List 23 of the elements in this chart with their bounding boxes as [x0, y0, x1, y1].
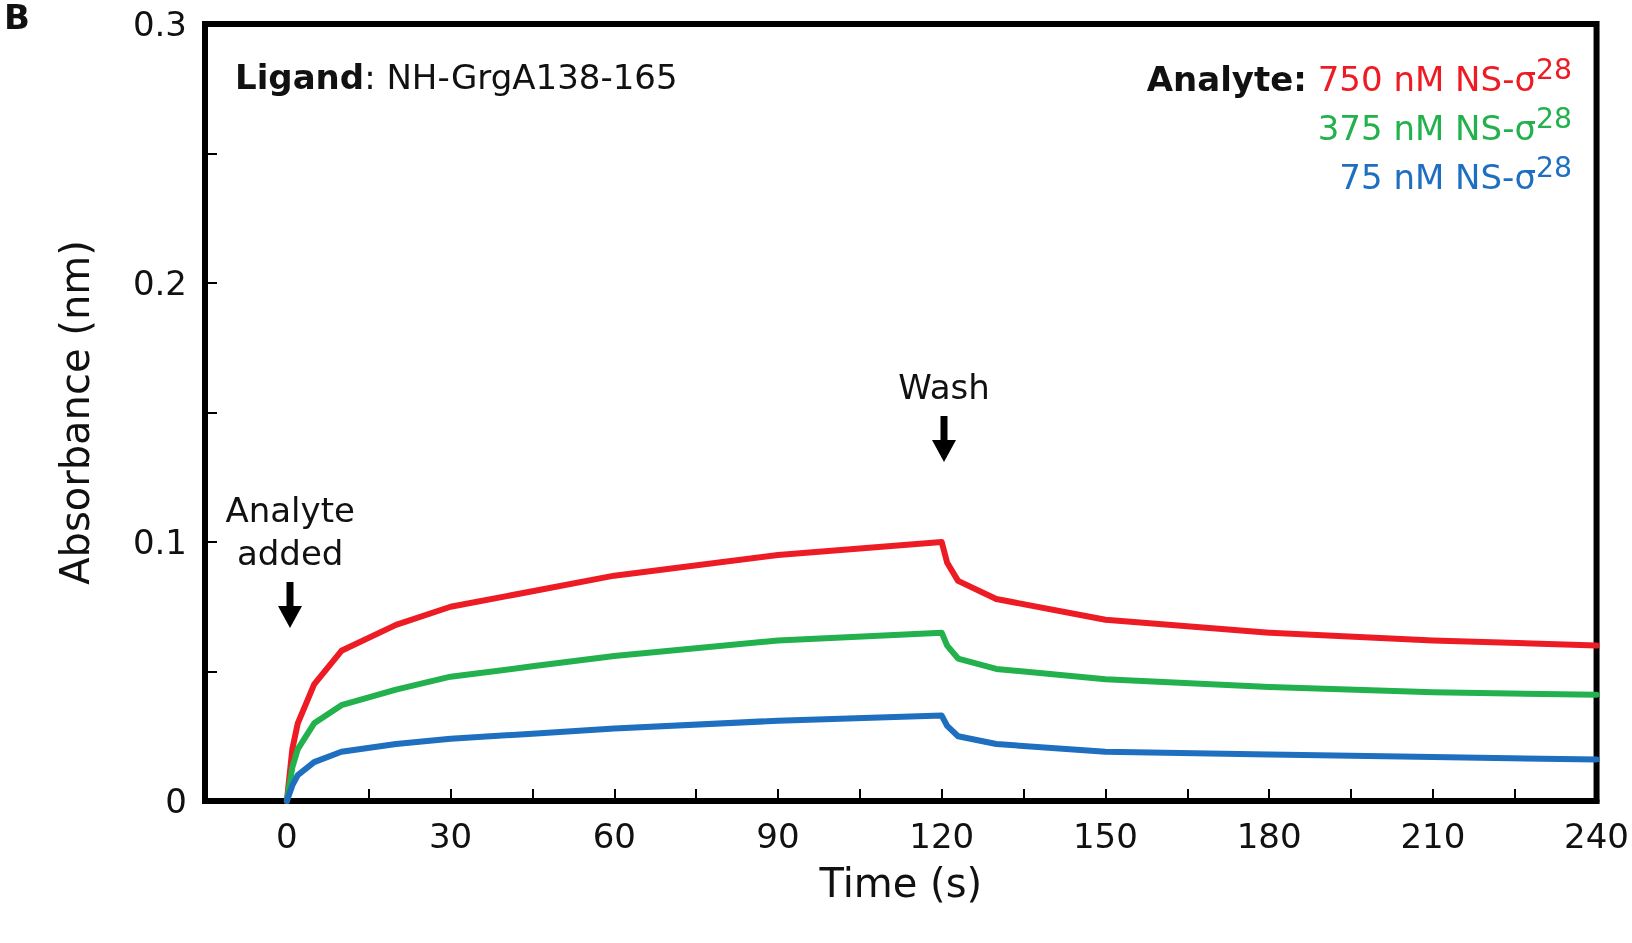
text: 375 nM NS-σ$^{28}$: [1317, 101, 1572, 149]
y-tick-label: 0.3: [132, 4, 187, 44]
x-tick-label: 150: [1072, 816, 1138, 856]
y-tick-label: 0: [165, 781, 187, 821]
x-tick-label: 240: [1564, 816, 1630, 856]
text: 750 nM NS-σ$^{28}$: [1317, 53, 1572, 100]
y-tick-label: 0.1: [132, 522, 187, 562]
x-tick-label: 120: [909, 816, 975, 856]
annotation: Wash: [898, 365, 990, 409]
legend-title: Analyte:: [1146, 59, 1307, 100]
y-axis-title: Absorbance (nm): [52, 240, 98, 585]
x-tick-label: 210: [1400, 816, 1466, 856]
y-tick-label: 0.2: [132, 263, 187, 303]
x-tick-label: 180: [1236, 816, 1302, 856]
text: B: [4, 0, 30, 39]
x-tick-label: 30: [428, 816, 473, 856]
text: 75 nM NS-σ$^{28}$: [1339, 150, 1572, 197]
x-tick-label: 60: [592, 816, 636, 856]
annotation: Ligand: NH-GrgA138-165: [235, 56, 678, 99]
annotation: Analyte added: [225, 488, 355, 574]
x-tick-label: 90: [756, 816, 800, 856]
x-tick-label: 0: [276, 816, 298, 856]
x-axis-title: Time (s): [818, 860, 983, 906]
